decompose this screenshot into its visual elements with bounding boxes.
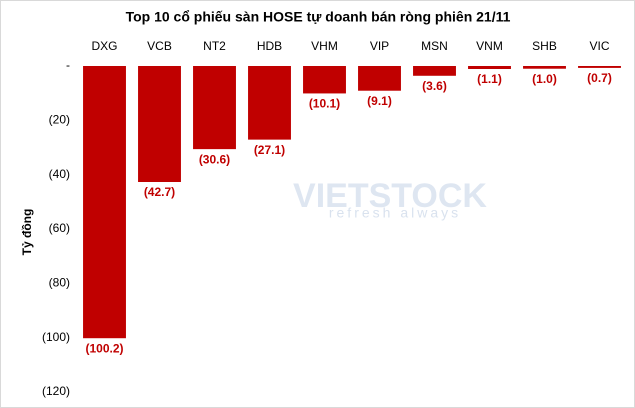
value-label: (27.1) bbox=[254, 143, 285, 157]
y-tick-label: - bbox=[66, 58, 70, 72]
x-tick-label: VNM bbox=[476, 39, 503, 53]
value-label: (3.6) bbox=[422, 79, 447, 93]
x-tick-label: DXG bbox=[91, 39, 117, 53]
y-tick-label: (80) bbox=[49, 276, 70, 290]
bar bbox=[303, 66, 346, 94]
x-tick-label: NT2 bbox=[203, 39, 226, 53]
value-label: (30.6) bbox=[199, 152, 230, 166]
bar bbox=[523, 66, 566, 69]
x-tick-label: SHB bbox=[532, 39, 557, 53]
value-label: (9.1) bbox=[367, 94, 392, 108]
value-label: (0.7) bbox=[587, 71, 612, 85]
y-tick-label: (20) bbox=[49, 113, 70, 127]
x-tick-label: VIP bbox=[370, 39, 389, 53]
y-tick-label: (100) bbox=[42, 330, 70, 344]
watermark: VIETSTOCK bbox=[293, 177, 487, 215]
value-label: (42.7) bbox=[144, 185, 175, 199]
value-label: (1.0) bbox=[532, 72, 557, 86]
x-tick-label: MSN bbox=[421, 39, 448, 53]
bar bbox=[413, 66, 456, 76]
bar bbox=[83, 66, 126, 339]
watermark-tagline: refresh always bbox=[329, 205, 461, 221]
value-label: (100.2) bbox=[85, 341, 123, 355]
y-tick-label: (60) bbox=[49, 221, 70, 235]
x-tick-label: HDB bbox=[257, 39, 282, 53]
bar bbox=[248, 66, 291, 140]
bar bbox=[193, 66, 236, 150]
x-tick-label: VCB bbox=[147, 39, 172, 53]
value-label: (10.1) bbox=[309, 97, 340, 111]
y-tick-label: (120) bbox=[42, 384, 70, 398]
bar bbox=[578, 66, 621, 68]
x-tick-label: VIC bbox=[589, 39, 609, 53]
value-label: (1.1) bbox=[477, 72, 502, 86]
y-axis-title: Tỷ đồng bbox=[20, 209, 34, 256]
bar bbox=[468, 66, 511, 69]
y-tick-label: (40) bbox=[49, 167, 70, 181]
bar bbox=[138, 66, 181, 183]
x-tick-label: VHM bbox=[311, 39, 338, 53]
bar bbox=[358, 66, 401, 91]
chart-title: Top 10 cổ phiếu sàn HOSE tự doanh bán rò… bbox=[126, 9, 511, 25]
